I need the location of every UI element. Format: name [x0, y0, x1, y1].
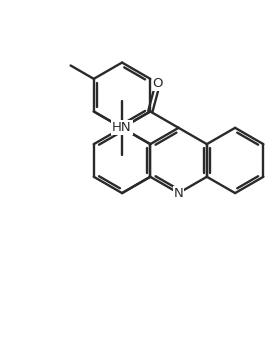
Text: HN: HN: [112, 121, 132, 134]
Text: N: N: [174, 187, 183, 200]
Text: O: O: [153, 77, 163, 90]
